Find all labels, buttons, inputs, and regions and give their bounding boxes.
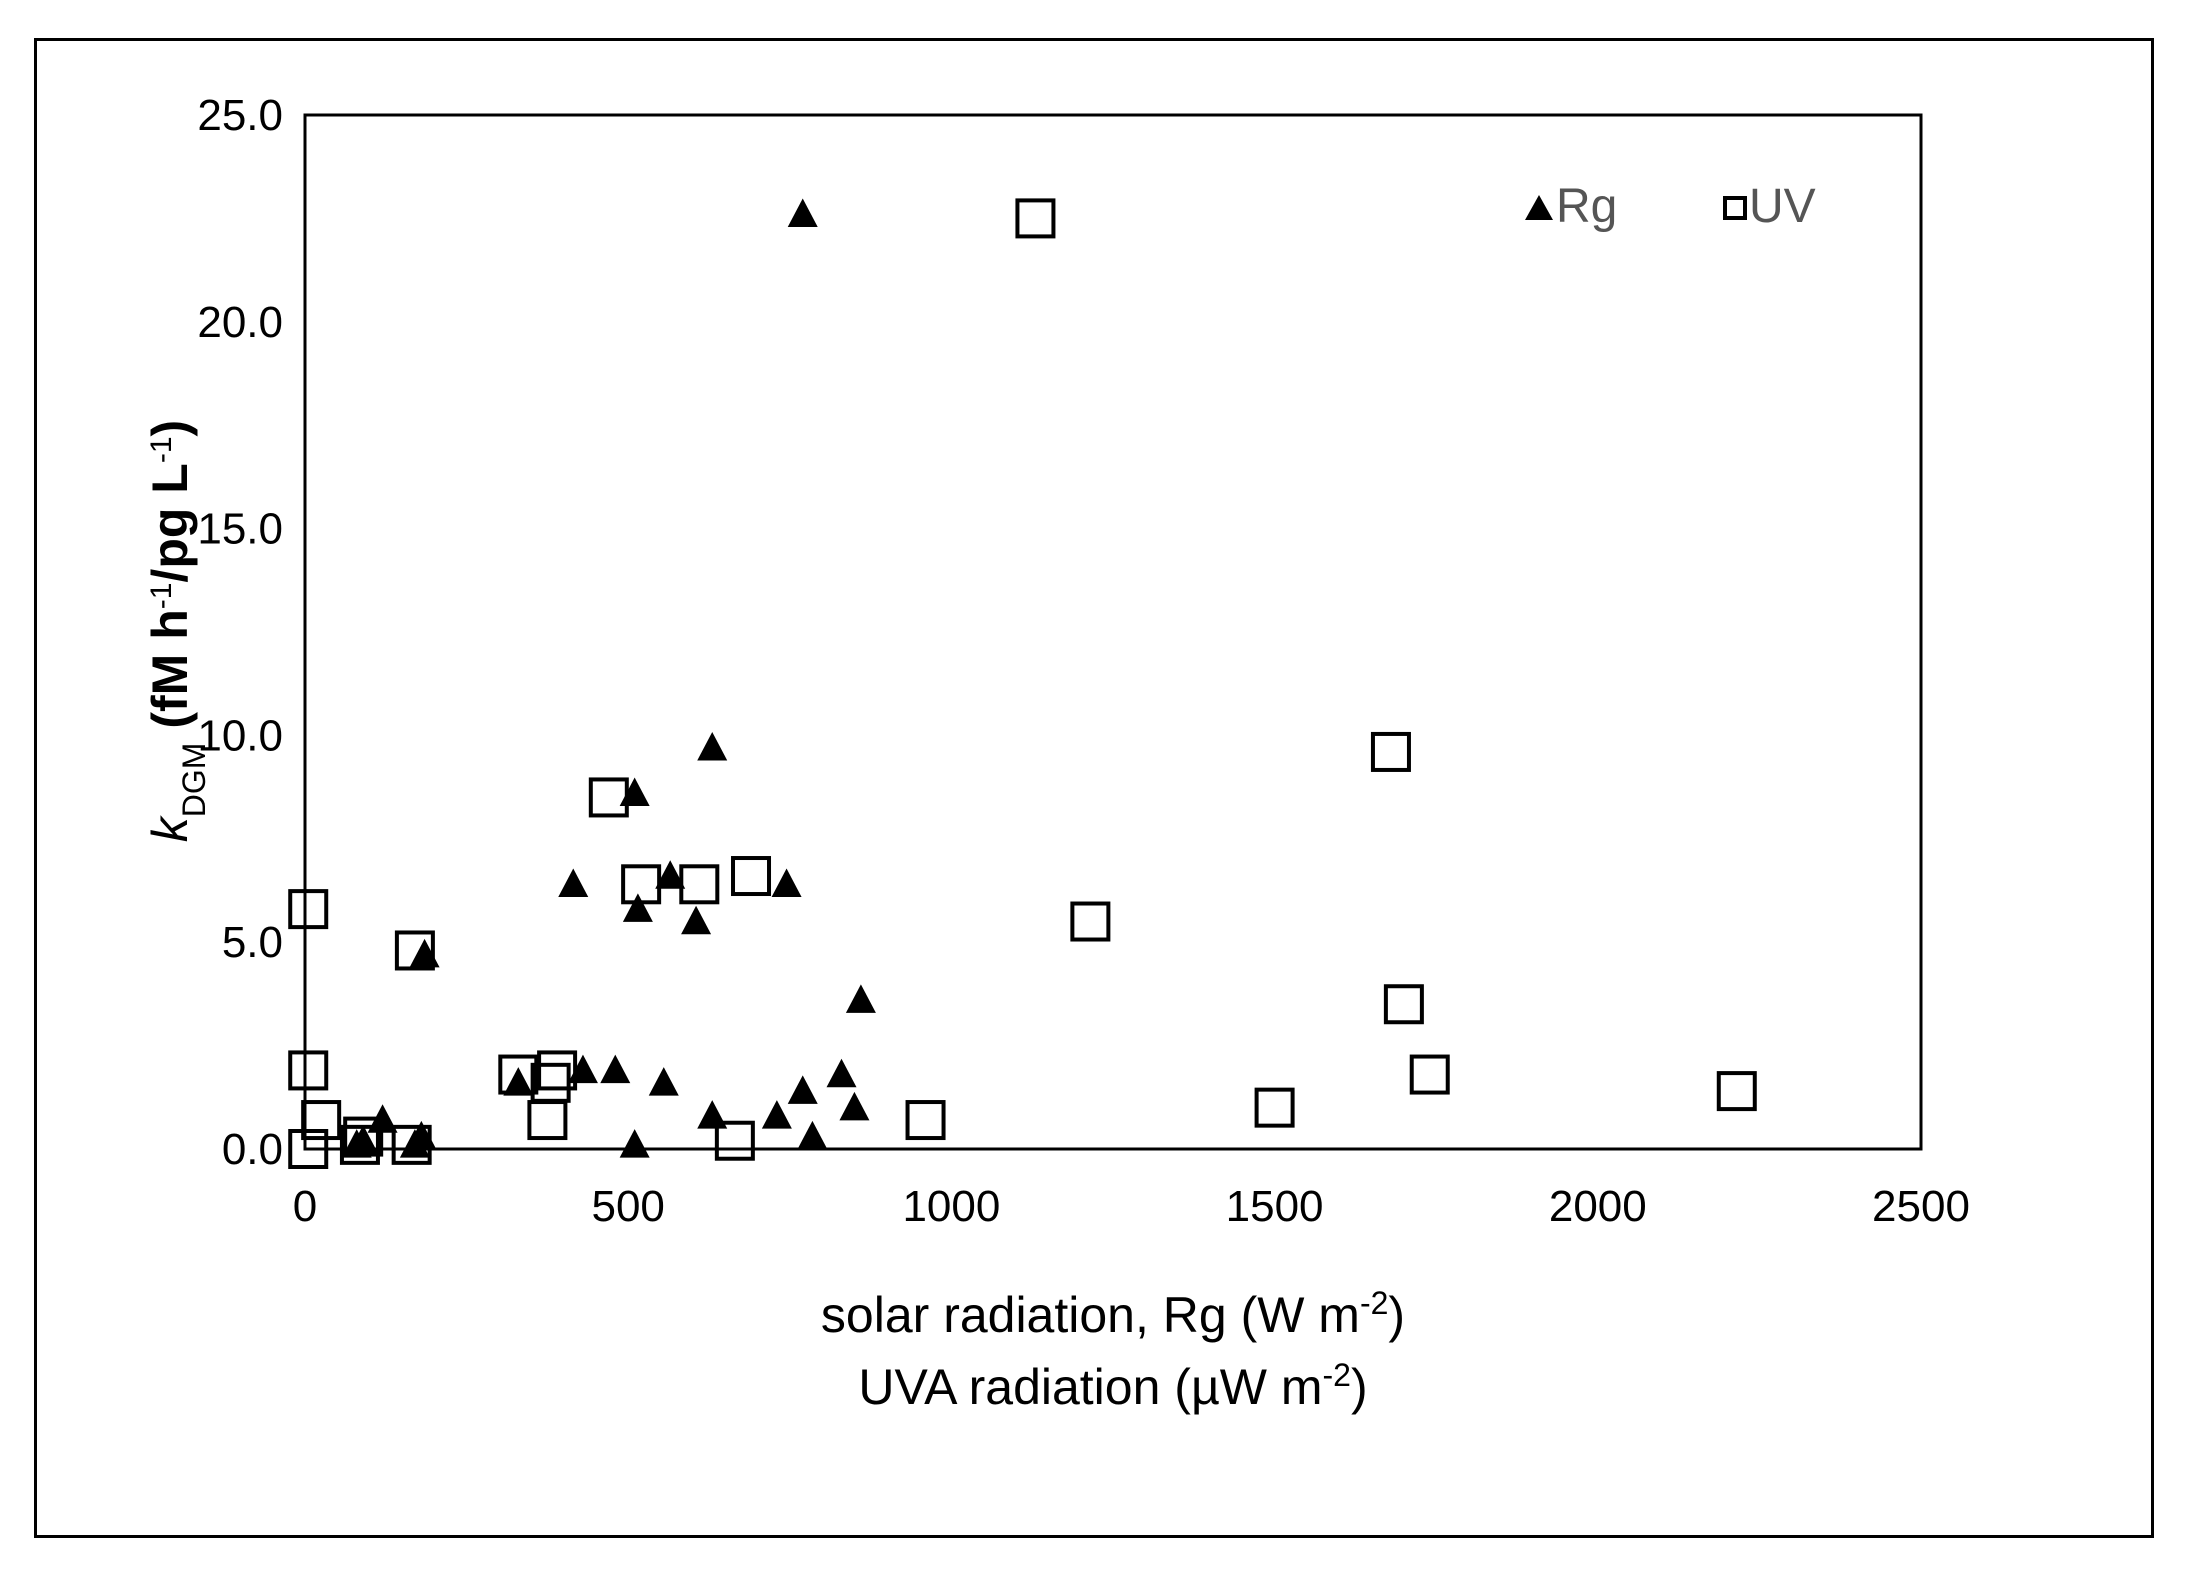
legend-uv-marker — [1723, 196, 1747, 220]
y-tick-label: 25.0 — [197, 91, 283, 140]
uv-point — [527, 1100, 568, 1141]
rg-point — [558, 868, 589, 898]
rg-point — [797, 1120, 828, 1150]
rg-point — [622, 893, 653, 922]
rg-point — [655, 860, 686, 889]
uv-point — [731, 856, 772, 897]
uv-point — [391, 1124, 432, 1165]
rg-point — [845, 984, 876, 1013]
chart-frame: 0.0 5.0 10.0 15.0 20.0 25.0 0 500 1000 1500 2000 25… — [34, 38, 2154, 1538]
legend-uv-label: UV — [1749, 180, 1816, 233]
rg-point — [761, 1100, 792, 1129]
uv-point — [714, 1120, 755, 1161]
legend-rg-label: Rg — [1556, 180, 1617, 233]
uv-point — [288, 889, 329, 930]
rg-point — [503, 1067, 534, 1096]
x-tick-label: 2000 — [1549, 1182, 1647, 1231]
rg-point — [697, 732, 728, 761]
y-tick-label: 5.0 — [222, 918, 283, 967]
x-tick-label: 500 — [591, 1182, 664, 1231]
series-rg — [341, 198, 876, 1158]
rg-point — [619, 777, 650, 807]
x-tick-label: 1000 — [902, 1182, 1000, 1231]
uv-point — [1370, 731, 1411, 772]
y-tick-label: 0.0 — [222, 1125, 283, 1174]
rg-point — [399, 1129, 430, 1158]
uv-point — [288, 1050, 329, 1091]
uv-point — [679, 864, 720, 905]
rg-point — [409, 938, 440, 968]
rg-point — [787, 198, 818, 228]
y-axis-title: kDGM (fM h-1/pg L-1) — [142, 420, 212, 842]
x-tick-label: 0 — [293, 1182, 317, 1231]
x-tick-label: 1500 — [1226, 1182, 1324, 1231]
uv-point — [288, 1129, 329, 1169]
uv-point — [1015, 198, 1056, 239]
uv-point — [1070, 901, 1111, 942]
uv-point — [498, 1054, 539, 1095]
x-axis-title-line2: UVA radiation (µW m-2) — [858, 1357, 1367, 1415]
uv-point — [905, 1100, 946, 1141]
uv-point — [1383, 984, 1424, 1025]
x-axis-title-line1: solar radiation, Rg (W m-2) — [821, 1285, 1405, 1343]
rg-point — [341, 1129, 372, 1158]
uv-point — [339, 1124, 380, 1165]
y-tick-label: 10.0 — [197, 711, 283, 760]
rg-point — [681, 905, 712, 935]
series-uv — [288, 198, 1757, 1169]
rg-point — [567, 1054, 598, 1084]
uv-point — [343, 1116, 384, 1157]
uv-point — [301, 1100, 342, 1141]
uv-point — [394, 930, 435, 971]
y-tick-label: 20.0 — [197, 298, 283, 347]
uv-point — [1409, 1054, 1450, 1095]
uv-point — [621, 864, 662, 905]
rg-point — [839, 1091, 870, 1121]
rg-point — [600, 1054, 631, 1084]
rg-point — [787, 1075, 818, 1104]
uv-point — [1254, 1087, 1295, 1128]
x-tick-label: 2500 — [1872, 1182, 1970, 1231]
uv-point — [537, 1050, 578, 1091]
rg-point — [648, 1067, 679, 1096]
uv-point — [1716, 1071, 1757, 1112]
uv-point — [588, 777, 629, 818]
rg-point — [826, 1058, 857, 1088]
legend: Rg UV — [1525, 180, 1816, 233]
rg-point — [771, 868, 802, 898]
rg-point — [619, 1129, 650, 1158]
scatter-chart: 0.0 5.0 10.0 15.0 20.0 25.0 0 500 1000 1500 2000 25… — [142, 91, 1970, 1415]
plot-area-border — [303, 113, 1923, 1151]
y-tick-label: 15.0 — [197, 505, 283, 554]
legend-rg-marker — [1525, 195, 1553, 220]
